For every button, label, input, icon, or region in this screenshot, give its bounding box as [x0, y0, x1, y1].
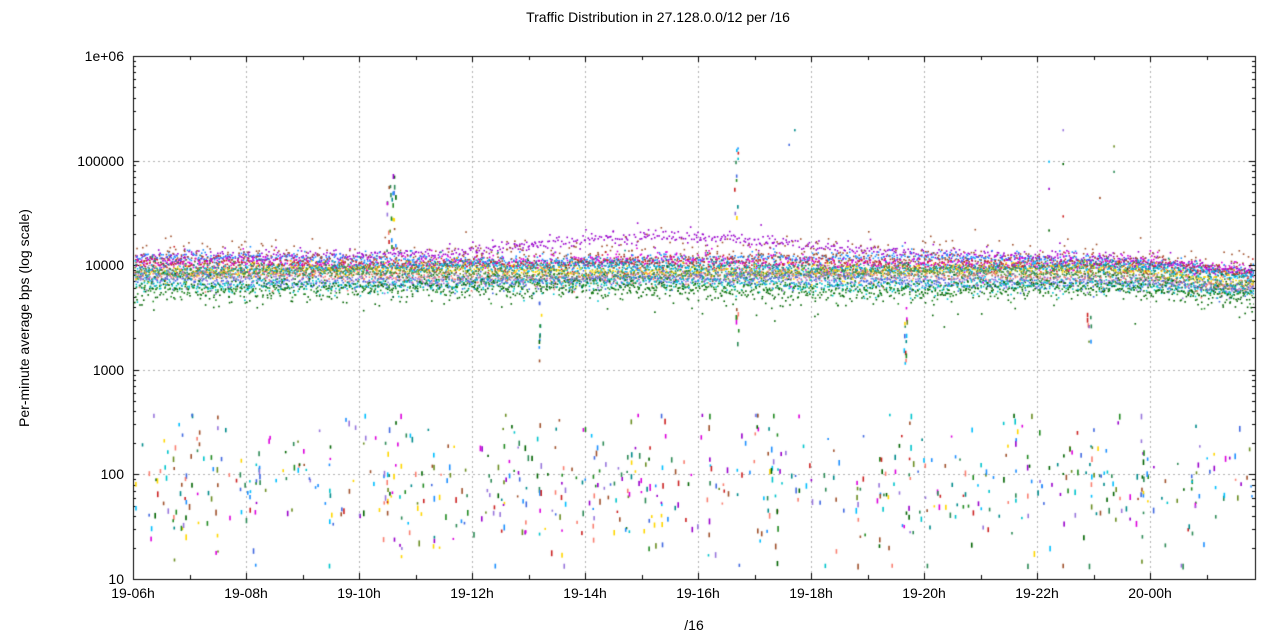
x-tick-label: 19-14h — [563, 585, 607, 601]
x-tick-label: 19-20h — [902, 585, 946, 601]
x-tick-label: 19-22h — [1015, 585, 1059, 601]
x-tick-label: 19-06h — [111, 585, 155, 601]
x-tick-label: 19-16h — [676, 585, 720, 601]
x-tick-label: 19-12h — [450, 585, 494, 601]
x-tick-label: 20-00h — [1128, 585, 1172, 601]
x-axis-label: /16 — [684, 617, 704, 633]
chart-title: Traffic Distribution in 27.128.0.0/12 pe… — [526, 9, 790, 25]
x-tick-label: 19-10h — [337, 585, 381, 601]
y-tick-label: 10000 — [85, 257, 124, 274]
y-tick-label: 1000 — [92, 361, 124, 378]
y-tick-label: 100000 — [77, 152, 124, 169]
y-axis-label: Per-minute average bps (log scale) — [16, 209, 32, 427]
x-tick-label: 19-18h — [789, 585, 833, 601]
y-tick-label: 100 — [100, 466, 124, 483]
y-tick-label: 10 — [108, 571, 124, 587]
y-tick-label: 1e+06 — [84, 48, 124, 64]
x-tick-label: 19-08h — [224, 585, 268, 601]
